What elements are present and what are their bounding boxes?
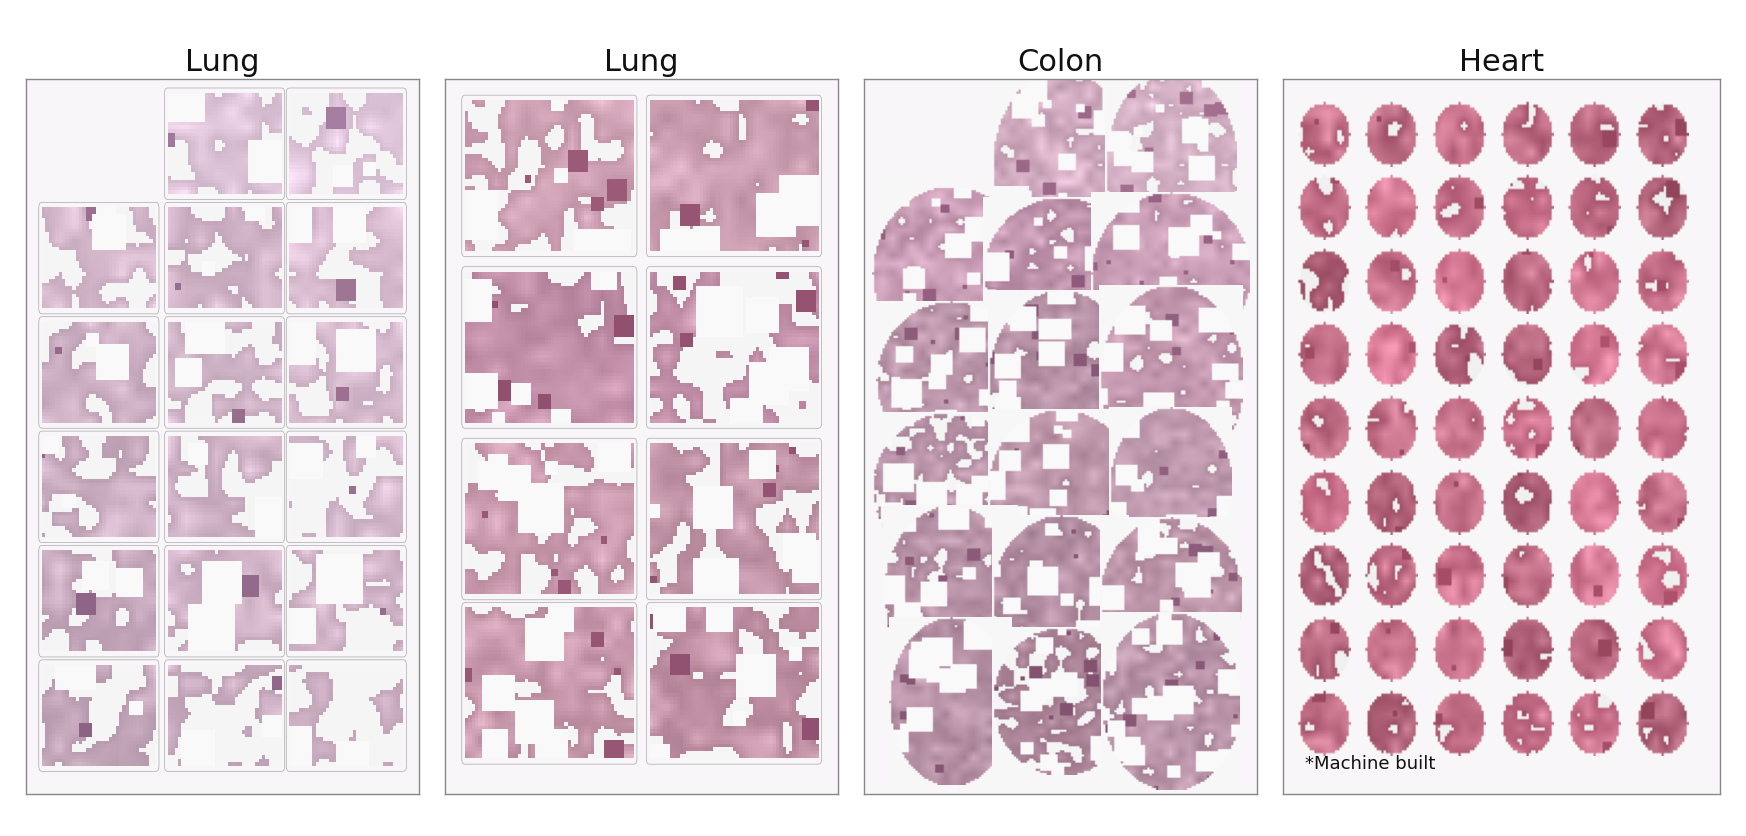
Title: Colon: Colon <box>1018 48 1103 77</box>
Title: Heart: Heart <box>1460 48 1543 77</box>
Title: Lung: Lung <box>604 48 679 77</box>
Text: *Machine built: *Machine built <box>1306 755 1435 772</box>
Title: Lung: Lung <box>185 48 260 77</box>
